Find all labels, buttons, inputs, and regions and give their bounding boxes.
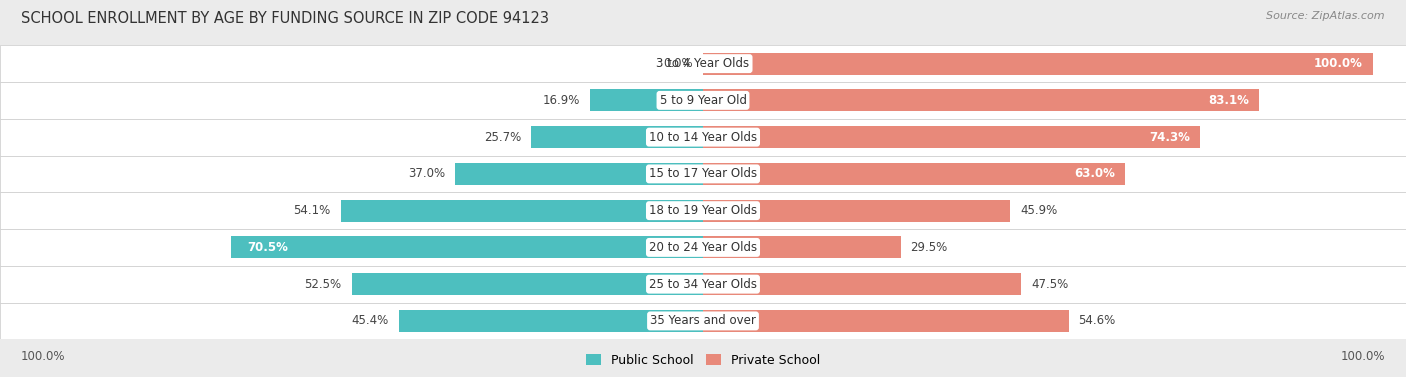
Text: 54.1%: 54.1% (294, 204, 330, 217)
Bar (231, 236, 703, 259)
Text: 63.0%: 63.0% (1074, 167, 1115, 180)
Bar (703, 199, 1011, 222)
Text: 20 to 24 Year Olds: 20 to 24 Year Olds (650, 241, 756, 254)
Text: 16.9%: 16.9% (543, 94, 579, 107)
Text: 70.5%: 70.5% (247, 241, 288, 254)
Text: SCHOOL ENROLLMENT BY AGE BY FUNDING SOURCE IN ZIP CODE 94123: SCHOOL ENROLLMENT BY AGE BY FUNDING SOUR… (21, 11, 550, 26)
Bar (703, 89, 1260, 112)
Bar (703, 236, 900, 259)
Bar (399, 310, 703, 332)
Text: 100.0%: 100.0% (1313, 57, 1362, 70)
Bar (703, 310, 1069, 332)
Text: 5 to 9 Year Old: 5 to 9 Year Old (659, 94, 747, 107)
Bar (0, 82, 1406, 119)
Bar (0, 229, 1406, 266)
Text: 74.3%: 74.3% (1150, 131, 1191, 144)
Text: 25.7%: 25.7% (484, 131, 520, 144)
Text: 0.0%: 0.0% (664, 57, 693, 70)
Text: 47.5%: 47.5% (1031, 278, 1069, 291)
Bar (0, 266, 1406, 302)
Text: 3 to 4 Year Olds: 3 to 4 Year Olds (657, 57, 749, 70)
Bar (0, 302, 1406, 339)
Text: 37.0%: 37.0% (408, 167, 446, 180)
Text: 54.6%: 54.6% (1078, 314, 1116, 327)
Bar (0, 119, 1406, 155)
Text: 52.5%: 52.5% (304, 278, 342, 291)
Text: Source: ZipAtlas.com: Source: ZipAtlas.com (1267, 11, 1385, 21)
Text: 83.1%: 83.1% (1208, 94, 1250, 107)
Bar (352, 273, 703, 295)
Bar (703, 126, 1201, 148)
Bar (0, 192, 1406, 229)
Bar (703, 273, 1021, 295)
Bar (0, 155, 1406, 192)
Text: 18 to 19 Year Olds: 18 to 19 Year Olds (650, 204, 756, 217)
Bar (456, 163, 703, 185)
Text: 100.0%: 100.0% (21, 350, 66, 363)
Bar (531, 126, 703, 148)
Text: 45.9%: 45.9% (1021, 204, 1057, 217)
Bar (703, 163, 1125, 185)
Text: 10 to 14 Year Olds: 10 to 14 Year Olds (650, 131, 756, 144)
Text: 15 to 17 Year Olds: 15 to 17 Year Olds (650, 167, 756, 180)
Text: 25 to 34 Year Olds: 25 to 34 Year Olds (650, 278, 756, 291)
Bar (591, 89, 703, 112)
Legend: Public School, Private School: Public School, Private School (586, 354, 820, 367)
Text: 100.0%: 100.0% (1340, 350, 1385, 363)
Text: 29.5%: 29.5% (911, 241, 948, 254)
Text: 35 Years and over: 35 Years and over (650, 314, 756, 327)
Bar (340, 199, 703, 222)
Text: 45.4%: 45.4% (352, 314, 389, 327)
Bar (703, 53, 1372, 75)
Bar (0, 45, 1406, 82)
